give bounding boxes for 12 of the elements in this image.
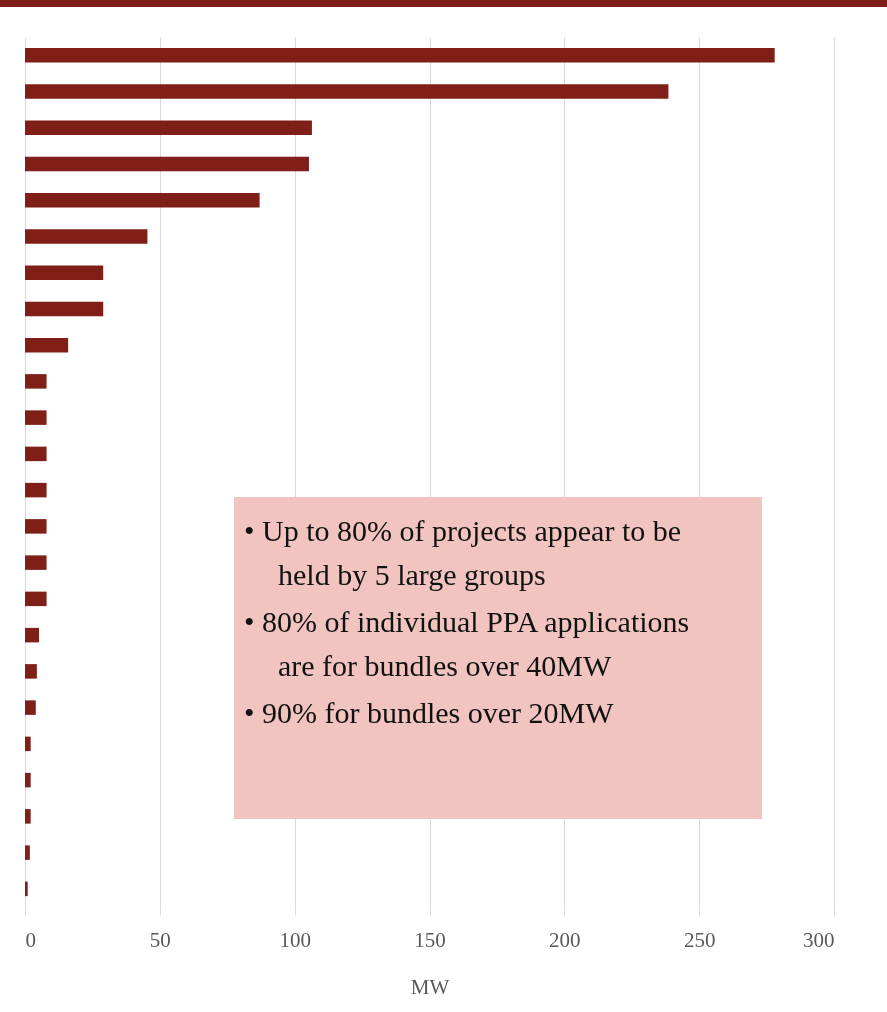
annotation: • 90% for bundles over 20MW — [244, 695, 615, 731]
annotation: • Up to 80% of projects appear to be held by 5 large groups — [244, 513, 683, 593]
x-tick-label: 0 — [25, 927, 36, 952]
x-tick-label: 200 — [549, 927, 581, 952]
x-tick-label: 150 — [414, 927, 446, 952]
annotation: • 80% of individual PPA applications are for bundles over 40MW — [244, 604, 691, 684]
x-tick-label: 250 — [683, 927, 716, 952]
x-axis-title: MW — [410, 974, 450, 999]
x-tick-label: 300 — [803, 927, 835, 952]
note-box: • Up to 80% of projects appear to be held by 5 large groups • 80% of individual PPA applications are for bundles over 40MW • 90% for bundles over 20MW — [234, 497, 762, 819]
x-tick-label: 100 — [279, 927, 311, 952]
x-tick-label: 50 — [149, 927, 171, 952]
